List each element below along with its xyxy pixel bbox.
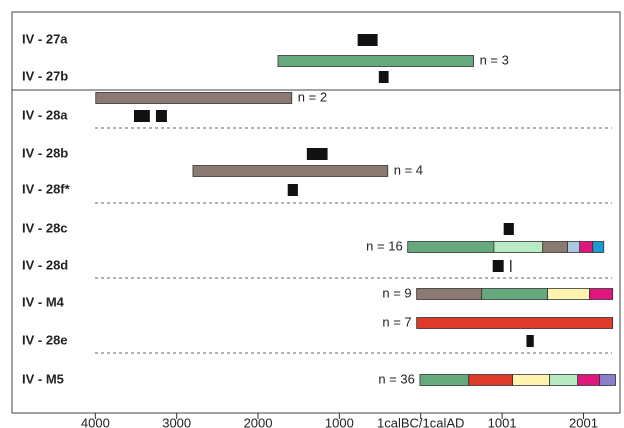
date-range (510, 260, 512, 272)
period-label: n = 9 (382, 285, 411, 300)
period-segment (277, 55, 474, 67)
date-range (526, 335, 534, 347)
period-segment (577, 374, 601, 386)
period-segment (549, 374, 579, 386)
period-segment (592, 241, 605, 253)
date-range (492, 260, 504, 272)
period-segment (416, 317, 614, 329)
period-label: n = 3 (480, 52, 509, 67)
x-tick-label: 4000 (81, 415, 110, 428)
x-tick-label: 1001 (488, 415, 517, 428)
period-segment (416, 288, 483, 300)
date-range (133, 110, 150, 122)
period-segment (589, 288, 614, 300)
period-segment (481, 288, 549, 300)
period-label: n = 7 (382, 314, 411, 329)
date-range (155, 110, 167, 122)
date-range (287, 184, 298, 196)
period-segment (542, 241, 568, 253)
row-label: IV - 28c (22, 220, 68, 235)
row-label: IV - 28f* (22, 181, 71, 196)
period-label: n = 4 (394, 162, 423, 177)
row-label: IV - 27a (22, 31, 68, 46)
x-tick-label: 1calBC/1calAD (377, 415, 464, 428)
period-segment (512, 374, 551, 386)
period-segment (468, 374, 514, 386)
date-range (306, 148, 328, 160)
period-segment (547, 288, 590, 300)
x-tick-label: 2000 (244, 415, 273, 428)
x-tick-label: 2001 (569, 415, 598, 428)
period-segment (419, 374, 470, 386)
x-tick-label: 3000 (162, 415, 191, 428)
period-segment (579, 241, 594, 253)
date-range (378, 71, 389, 83)
period-segment (567, 241, 581, 253)
period-segment (493, 241, 544, 253)
period-label: n = 36 (378, 371, 415, 386)
date-range (357, 34, 378, 46)
period-segment (95, 92, 293, 104)
date-range (503, 223, 514, 235)
period-segment (599, 374, 616, 386)
x-tick-label: 1000 (325, 415, 354, 428)
row-label: IV - 28d (22, 257, 68, 272)
row-label: IV - 28e (22, 332, 68, 347)
period-segment (192, 165, 389, 177)
row-label: IV - M4 (22, 294, 65, 309)
period-label: n = 16 (366, 238, 403, 253)
row-label: IV - 28b (22, 145, 68, 160)
plot-frame (11, 11, 621, 414)
row-label: IV - 28a (22, 107, 68, 122)
row-label: IV - 27b (22, 68, 68, 83)
period-label: n = 2 (298, 89, 327, 104)
row-label: IV - M5 (22, 371, 64, 386)
period-segment (407, 241, 495, 253)
